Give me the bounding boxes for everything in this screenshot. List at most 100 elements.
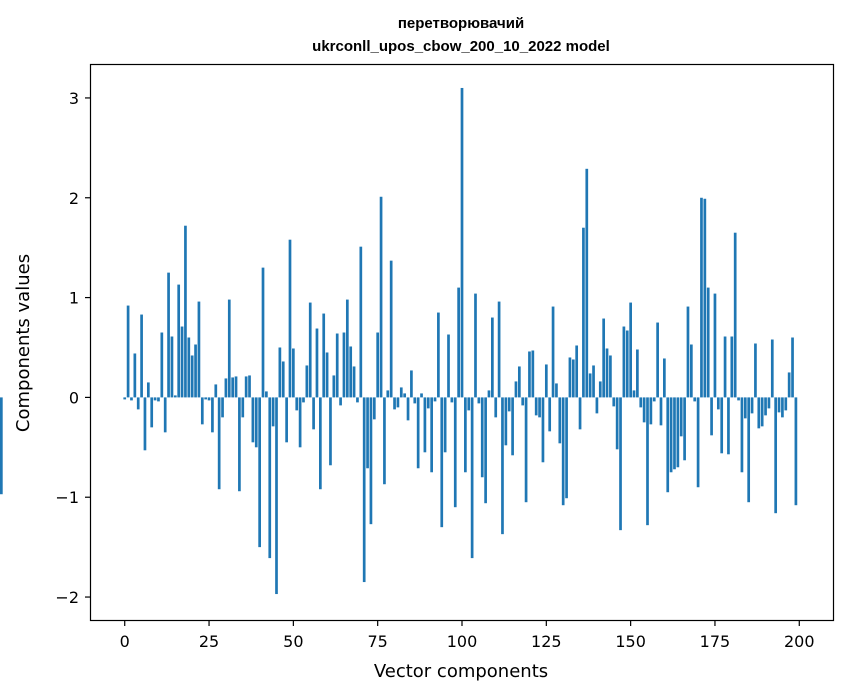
bar	[359, 246, 363, 398]
bar	[443, 397, 447, 453]
bar	[676, 397, 680, 468]
bar	[609, 355, 612, 398]
bar	[700, 197, 703, 398]
bar	[548, 397, 552, 432]
x-tick-label: 125	[531, 632, 562, 651]
bar	[352, 366, 356, 398]
bar	[217, 397, 221, 490]
bar	[173, 395, 177, 398]
bar	[251, 397, 255, 443]
bar	[632, 390, 636, 398]
bars-group	[0, 87, 798, 595]
bar	[160, 332, 164, 398]
bar	[507, 397, 511, 412]
bar	[595, 397, 599, 414]
bar	[406, 397, 410, 421]
y-tick-label: 2	[69, 189, 79, 208]
bar	[669, 397, 673, 473]
y-tick-label: 0	[69, 388, 79, 407]
bar	[487, 390, 491, 398]
bar	[271, 397, 275, 427]
bar	[474, 293, 477, 398]
bar	[423, 397, 427, 453]
x-tick-label: 25	[199, 632, 219, 651]
bar	[194, 344, 197, 398]
bar	[372, 397, 376, 420]
bar	[153, 397, 157, 401]
bar	[403, 393, 407, 398]
bar	[686, 306, 690, 398]
bar	[727, 397, 730, 455]
bar	[0, 397, 3, 495]
bar	[693, 397, 697, 402]
bar	[517, 366, 521, 398]
bar	[319, 397, 322, 490]
x-tick-label: 200	[784, 632, 815, 651]
bar	[362, 397, 366, 583]
bar	[413, 397, 417, 404]
bar	[332, 375, 336, 398]
bar	[342, 332, 346, 398]
bar	[598, 381, 602, 398]
bar	[636, 349, 639, 398]
bar	[477, 397, 481, 404]
bar	[464, 397, 467, 473]
bar	[646, 397, 649, 526]
bar	[592, 365, 595, 398]
bar	[322, 313, 326, 398]
bar	[244, 376, 248, 398]
bar	[690, 344, 693, 398]
bar	[278, 347, 282, 398]
bar	[207, 397, 211, 401]
x-tick-label: 175	[700, 632, 731, 651]
bar	[494, 397, 498, 418]
bar	[383, 397, 386, 485]
bar	[720, 397, 724, 454]
chart-subtitle: ukrconll_upos_cbow_200_10_2022 model	[312, 38, 610, 55]
bar	[275, 397, 278, 595]
chart-title: перетворювачий	[398, 15, 524, 32]
bar	[781, 397, 784, 418]
y-tick-label: 1	[69, 289, 79, 308]
bar	[713, 293, 717, 398]
bar	[281, 361, 285, 398]
bar	[514, 381, 518, 398]
bar	[787, 372, 791, 398]
bar	[433, 397, 437, 402]
bar	[602, 318, 606, 398]
bar	[130, 397, 133, 401]
bar	[167, 272, 170, 398]
bar	[703, 198, 707, 398]
bar	[453, 397, 457, 508]
bar	[211, 397, 214, 433]
bar	[325, 352, 329, 398]
bar	[791, 337, 794, 398]
bar	[366, 397, 369, 469]
bar	[140, 314, 143, 398]
bar	[430, 397, 433, 473]
bar	[335, 333, 339, 398]
bar	[231, 377, 235, 398]
bar	[187, 337, 191, 398]
bar	[578, 397, 582, 430]
bar	[470, 397, 474, 559]
bar	[214, 384, 218, 398]
bar	[133, 353, 137, 398]
bar	[143, 397, 147, 451]
bar	[150, 397, 154, 428]
bar	[389, 260, 393, 398]
x-axis-ticks: 0 25 50 75 100 125 150 175 200	[120, 620, 815, 651]
bar	[774, 397, 778, 514]
bar	[386, 390, 390, 398]
bar	[224, 378, 228, 398]
bar	[757, 397, 761, 429]
bar	[615, 397, 619, 450]
bar	[588, 373, 592, 398]
bar	[794, 397, 798, 506]
bar	[136, 397, 140, 410]
bar	[696, 397, 700, 488]
bar	[656, 322, 659, 398]
bar	[447, 334, 450, 398]
bar	[730, 336, 734, 398]
bar	[254, 397, 258, 448]
